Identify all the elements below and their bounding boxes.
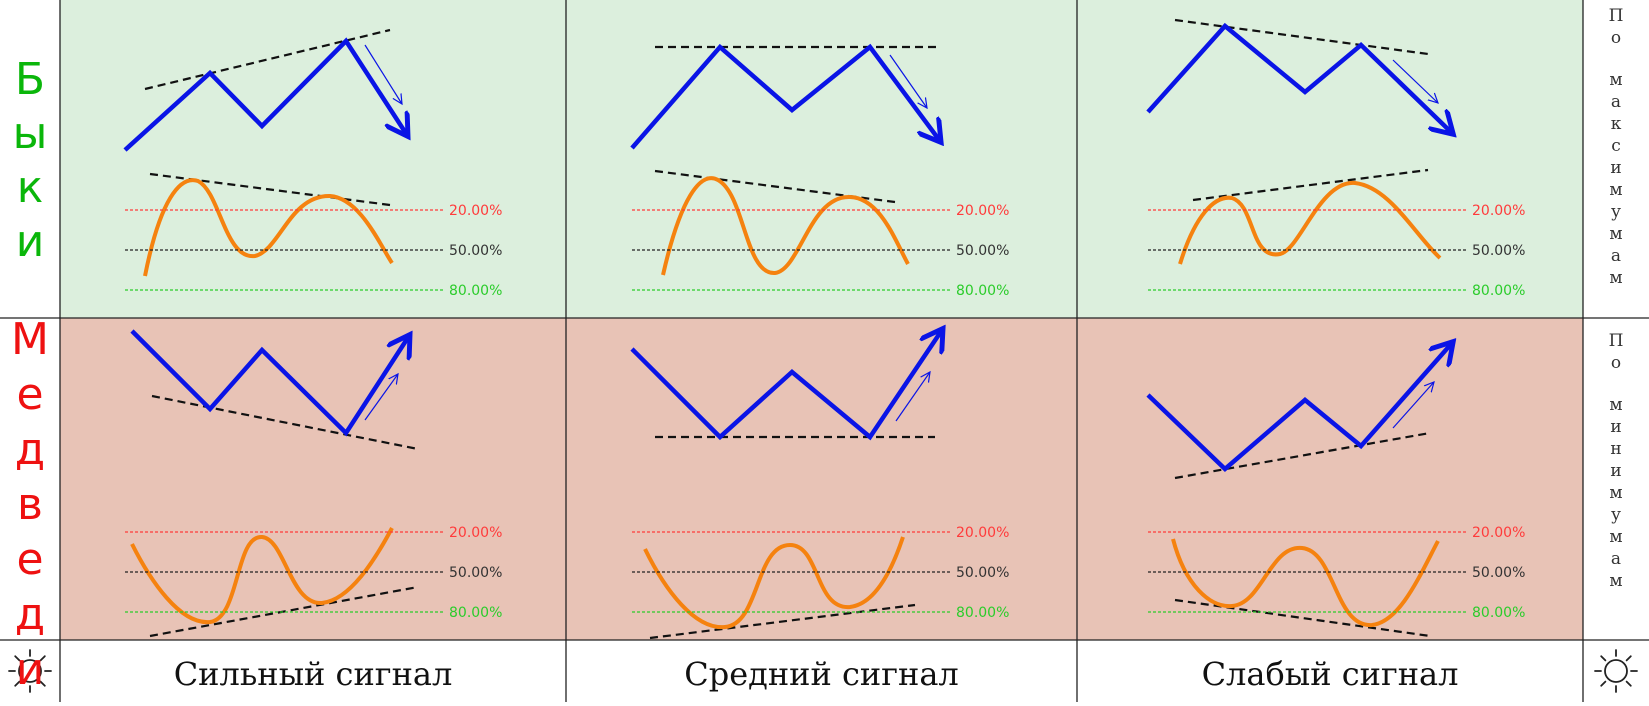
sun-icon (8, 649, 52, 693)
oscillator-level-label: 50.00% (449, 243, 502, 259)
label-letter: о (1610, 353, 1622, 373)
oscillator-level-label: 20.00% (956, 203, 1009, 219)
sun-icon (1594, 649, 1638, 693)
oscillator-trendline (149, 585, 419, 638)
price-line (130, 329, 409, 437)
oscillator-line (661, 176, 910, 276)
oscillator-level-label: 80.00% (449, 283, 502, 299)
oscillator-level-label: 50.00% (1472, 565, 1525, 581)
bull-strong-panel (123, 28, 407, 277)
trend-hint-arrow (364, 44, 402, 104)
oscillator-line (1178, 180, 1442, 265)
label-letter: д (14, 424, 46, 475)
price-trendline (151, 394, 419, 451)
label-letter: е (16, 534, 44, 585)
price-line (123, 37, 407, 152)
label-letter: м (1609, 268, 1623, 288)
bull-medium-panel (630, 43, 940, 276)
label-letter: а (1610, 549, 1622, 569)
price-trendline (1174, 18, 1429, 56)
column-label-strong: Сильный сигнал (173, 654, 453, 693)
oscillator-level-label: 20.00% (1472, 203, 1525, 219)
label-letter: н (1610, 439, 1622, 459)
price-line (630, 43, 940, 150)
oscillator-level-label: 80.00% (1472, 605, 1525, 621)
right-column-background (1583, 0, 1649, 702)
oscillator-level-label: 80.00% (1472, 283, 1525, 299)
label-letter: м (1609, 571, 1623, 591)
label-letter: М (11, 314, 49, 365)
label-letter: к (1610, 114, 1622, 134)
trend-hint-arrow (1392, 59, 1438, 103)
label-letter: м (1609, 224, 1623, 244)
oscillator-level-label: 50.00% (449, 565, 502, 581)
price-line (1146, 343, 1452, 473)
oscillator-level-label: 20.00% (1472, 525, 1525, 541)
label-letter: м (1609, 70, 1623, 90)
oscillator-level-label: 50.00% (956, 243, 1009, 259)
trend-hint-arrow (889, 54, 927, 108)
oscillator-level-label: 20.00% (449, 525, 502, 541)
oscillator-line (143, 178, 394, 277)
label-letter: с (1611, 136, 1621, 156)
oscillator-level-label: 80.00% (956, 283, 1009, 299)
label-letter: а (1610, 92, 1622, 112)
oscillator-level-label: 20.00% (449, 203, 502, 219)
oscillator-level-label: 50.00% (956, 565, 1009, 581)
label-letter: м (1609, 180, 1623, 200)
oscillator-trendline (649, 603, 916, 640)
label-letter: в (17, 479, 43, 530)
oscillator-level-label: 20.00% (956, 525, 1009, 541)
price-line (1146, 22, 1452, 133)
label-letter: Б (14, 54, 46, 105)
trend-hint-arrow (895, 372, 930, 422)
bear-row-background (60, 318, 1583, 640)
bear-weak-panel (1146, 343, 1452, 638)
bull-row-background (60, 0, 1583, 318)
oscillator-trendline (1192, 168, 1429, 202)
label-letter: м (1609, 395, 1623, 415)
label-letter: о (1610, 28, 1622, 48)
label-letter: е (16, 369, 44, 420)
price-trendline (144, 28, 391, 91)
label-letter: а (1610, 246, 1622, 266)
label-letter: и (1610, 461, 1622, 481)
price-trendline (1174, 431, 1431, 480)
label-letter: и (15, 216, 45, 267)
trend-hint-arrow (364, 374, 398, 421)
label-letter: у (1610, 202, 1621, 222)
label-letter: м (1609, 527, 1623, 547)
label-letter: и (15, 644, 45, 695)
bear-medium-panel (630, 330, 942, 640)
trend-hint-arrow (1392, 382, 1434, 429)
left-column-background (0, 0, 60, 702)
label-letter: ы (12, 108, 48, 159)
label-letter: к (16, 162, 44, 213)
oscillator-line (1171, 538, 1440, 628)
label-letter: и (1610, 158, 1622, 178)
oscillator-level-label: 80.00% (956, 605, 1009, 621)
oscillator-level-label: 50.00% (1472, 243, 1525, 259)
label-letter: и (1610, 417, 1622, 437)
oscillator-line (643, 536, 905, 630)
label-letter: П (1608, 6, 1624, 26)
label-letter: м (1609, 483, 1623, 503)
price-line (630, 330, 942, 441)
column-label-medium: Средний сигнал (684, 654, 959, 693)
column-label-weak: Слабый сигнал (1201, 654, 1459, 693)
label-letter: у (1610, 505, 1621, 525)
bull-weak-panel (1146, 18, 1452, 265)
label-letter: д (14, 589, 46, 640)
oscillator-levels: 20.00% 50.00% 80.00% 20.00% 50.00% 80.00% 20.0… (125, 203, 1525, 621)
oscillator-level-label: 80.00% (449, 605, 502, 621)
label-letter: П (1608, 331, 1624, 351)
